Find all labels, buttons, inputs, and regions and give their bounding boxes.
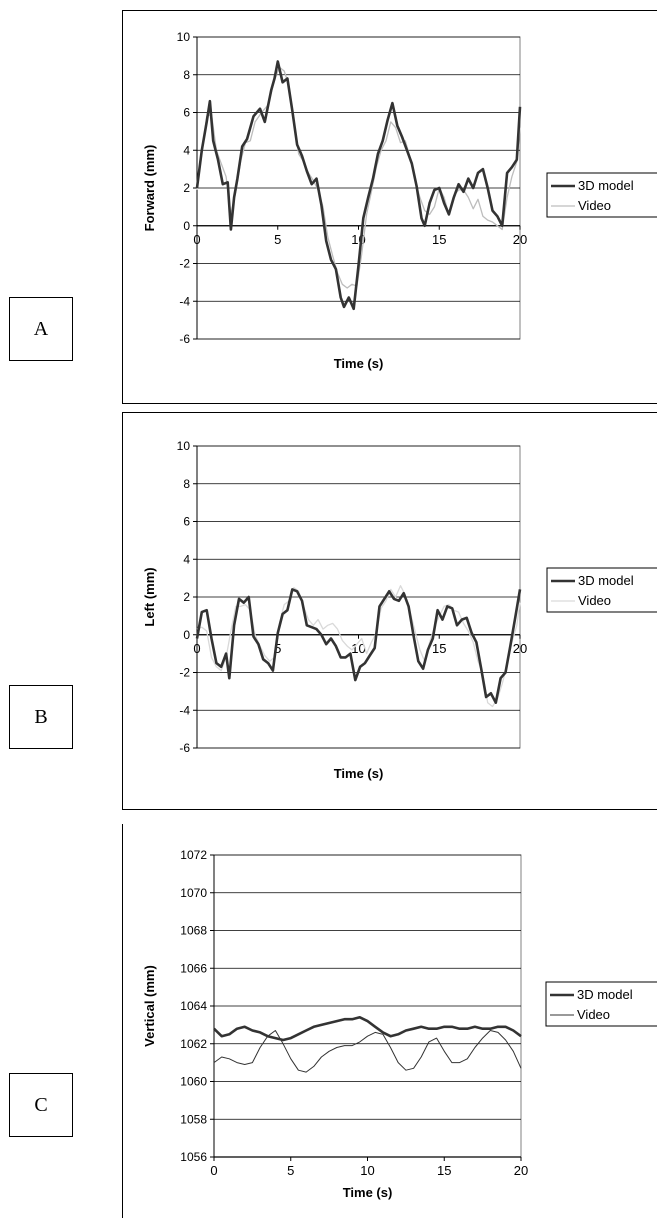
y-tick-label: 0 [183, 219, 190, 233]
y-tick-label: -4 [179, 294, 190, 308]
x-tick-label: 20 [514, 1163, 528, 1178]
x-tick-label: 20 [513, 641, 527, 656]
series-line-video [196, 66, 521, 289]
x-tick-label: 5 [287, 1163, 294, 1178]
y-tick-label: 1070 [180, 886, 207, 900]
x-axis-title: Time (s) [334, 356, 384, 371]
y-tick-label: 0 [183, 628, 190, 642]
y-tick-label: 1060 [180, 1075, 207, 1089]
x-axis-title: Time (s) [334, 766, 384, 781]
y-tick-label: 1062 [180, 1037, 207, 1051]
x-tick-label: 5 [274, 232, 281, 247]
series-line-model [213, 1016, 522, 1042]
panel-label-a: A [9, 297, 73, 361]
y-tick-label: -2 [179, 666, 190, 680]
y-tick-label: 1066 [180, 961, 207, 975]
y-axis-title: Left (mm) [142, 567, 157, 626]
y-tick-label: -4 [179, 703, 190, 717]
legend-box [546, 567, 657, 613]
x-tick-label: 15 [432, 641, 446, 656]
series-line-model [195, 588, 522, 704]
x-tick-label: 15 [437, 1163, 451, 1178]
legend-label: Video [578, 198, 611, 213]
series-line-video [213, 1030, 522, 1073]
legend-label: Video [578, 593, 611, 608]
legend-label: 3D model [577, 987, 633, 1002]
legend-box [546, 172, 657, 218]
x-tick-label: 0 [193, 232, 200, 247]
y-tick-label: -6 [179, 741, 190, 755]
x-tick-label: 15 [432, 232, 446, 247]
y-axis-title: Vertical (mm) [142, 965, 157, 1047]
legend-label: 3D model [578, 178, 634, 193]
x-tick-label: 20 [513, 232, 527, 247]
y-axis-title: Forward (mm) [142, 145, 157, 232]
panel-label-c: C [9, 1073, 73, 1137]
series-line-model [195, 60, 522, 311]
y-tick-label: 8 [183, 68, 190, 82]
legend-box [545, 981, 657, 1027]
y-tick-label: 1072 [180, 848, 207, 862]
y-tick-label: 10 [177, 30, 191, 44]
y-tick-label: 6 [183, 106, 190, 120]
y-tick-label: 8 [183, 477, 190, 491]
x-tick-label: 0 [193, 641, 200, 656]
panel-label-b: B [9, 685, 73, 749]
legend-label: 3D model [578, 573, 634, 588]
y-tick-label: 6 [183, 515, 190, 529]
y-tick-label: -6 [179, 332, 190, 346]
x-tick-label: 0 [210, 1163, 217, 1178]
x-tick-label: 10 [351, 641, 365, 656]
y-tick-label: 10 [177, 439, 191, 453]
chart-vertical: 1056 1058 1060 1062 1064 1066 1068 1070 1072 0 5 10… [122, 824, 657, 1218]
y-tick-label: 4 [183, 143, 190, 157]
legend-label: Video [577, 1007, 610, 1022]
y-tick-label: 2 [183, 590, 190, 604]
y-tick-label: 2 [183, 181, 190, 195]
y-tick-label: -2 [179, 257, 190, 271]
y-tick-label: 1068 [180, 924, 207, 938]
y-tick-label: 1056 [180, 1150, 207, 1164]
y-tick-label: 1058 [180, 1112, 207, 1126]
x-axis-title: Time (s) [343, 1185, 393, 1200]
x-tick-label: 10 [360, 1163, 374, 1178]
x-tick-label: 5 [274, 641, 281, 656]
y-tick-label: 4 [183, 552, 190, 566]
y-tick-label: 1064 [180, 999, 207, 1013]
